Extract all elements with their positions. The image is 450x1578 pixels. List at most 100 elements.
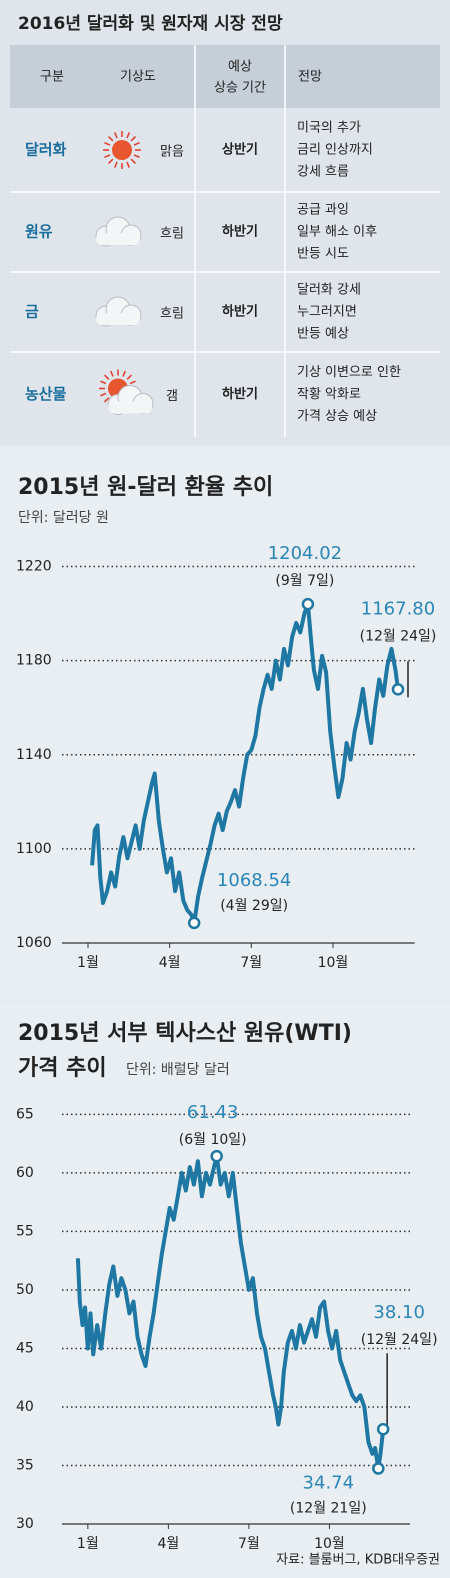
annotation-value: 38.10 (373, 1302, 425, 1323)
cloud (96, 313, 140, 325)
sun-ray (114, 132, 118, 139)
x-tick-label: 4월 (159, 955, 181, 971)
annotation-value: 1204.02 (268, 543, 342, 564)
outlook-line: 미국의 추가 (297, 121, 361, 136)
annotation-marker (301, 597, 315, 611)
chart-title: 2015년 서부 텍사스산 원유(WTI) (18, 1021, 352, 1046)
outlook-line: 강세 흐름 (297, 165, 349, 180)
x-tick-label: 7월 (238, 1536, 260, 1552)
sun-ray (100, 380, 107, 385)
x-tick-label: 10월 (314, 1536, 345, 1552)
annotation-value: 61.43 (187, 1102, 239, 1123)
outlook-line: 기상 이변으로 인한 (297, 365, 401, 380)
period: 하반기 (222, 386, 258, 402)
x-tick-label: 1월 (77, 1536, 99, 1552)
chart-title: 2015년 원-달러 환율 추이 (18, 475, 273, 500)
header-cell: 기상도 (120, 70, 156, 85)
y-tick-label: 55 (16, 1223, 34, 1239)
period: 상반기 (222, 142, 258, 158)
y-tick-label: 50 (16, 1282, 34, 1298)
sun-ray (129, 380, 136, 385)
cloud (108, 401, 152, 414)
chart-subtitle: 단위: 배럴당 달러 (126, 1062, 230, 1078)
chart2-panel (0, 1004, 450, 1578)
row-name: 금 (25, 303, 39, 321)
sun-ray (114, 161, 118, 168)
annotation-value: 34.74 (303, 1473, 355, 1494)
table-title: 2016년 달러화 및 원자재 시장 전망 (18, 13, 283, 34)
outlook-line: 반등 예상 (297, 327, 349, 342)
annotation-marker (210, 1149, 223, 1163)
sun-ray (104, 142, 111, 146)
line (75, 1154, 386, 1471)
sun-ray (126, 374, 132, 380)
annotation-date: (12월 21일) (290, 1501, 367, 1517)
header-cell: 전망 (298, 70, 322, 85)
chart-subtitle: 단위: 달러당 원 (18, 510, 109, 526)
y-tick-label: 1220 (16, 559, 52, 575)
x-tick-label: 7월 (240, 955, 262, 971)
weather-label: 갬 (166, 389, 178, 404)
y-tick-label: 65 (16, 1106, 34, 1122)
annotation-marker (187, 916, 201, 930)
y-tick-label: 60 (16, 1165, 34, 1181)
y-tick-label: 1100 (16, 841, 52, 857)
outlook-line: 가격 상승 예상 (297, 409, 377, 424)
weather-label: 흐림 (160, 227, 184, 242)
weather-label: 맑음 (160, 145, 184, 160)
sun-ray (133, 154, 140, 158)
y-tick-label: 45 (16, 1340, 34, 1356)
annotation-date: (9월 7일) (275, 573, 334, 589)
sun-ray (104, 374, 110, 380)
weather-label: 흐림 (160, 307, 184, 322)
table-header-bg (10, 45, 440, 108)
chart1-panel (0, 448, 450, 1000)
outlook-line: 일부 해소 이후 (297, 225, 377, 240)
outlook-line: 달러화 강세 (297, 283, 361, 298)
cloud (96, 233, 140, 245)
line (90, 602, 400, 925)
x-tick-label: 4월 (157, 1536, 179, 1552)
row-name: 농산물 (25, 385, 67, 403)
outlook-line: 반등 시도 (297, 247, 349, 262)
y-tick-label: 1140 (16, 747, 52, 763)
sun-ray (108, 158, 114, 164)
sun (112, 140, 132, 160)
sun-ray (100, 392, 107, 397)
sun-ray (104, 154, 111, 158)
chart-title: 가격 추이 (18, 1056, 107, 1081)
sun-ray (130, 158, 136, 164)
outlook-line: 작황 악화로 (297, 387, 361, 402)
annotation-date: (4월 29일) (220, 898, 288, 914)
sun-ray (130, 136, 136, 142)
annotation-marker (391, 683, 405, 696)
source: 자료: 블룸버그, KDB대우증권 (276, 1553, 440, 1568)
sun-ray (108, 136, 114, 142)
sun-ray (122, 370, 126, 377)
sun-ray (126, 161, 130, 168)
annotation-value: 1068.54 (217, 870, 291, 891)
row-name: 원유 (25, 223, 53, 241)
period: 하반기 (222, 304, 258, 320)
y-tick-label: 40 (16, 1399, 34, 1415)
y-tick-label: 30 (16, 1516, 34, 1532)
outlook-line: 공급 과잉 (297, 203, 349, 218)
header-cell: 상승 기간 (214, 81, 266, 96)
sun-ray (126, 132, 130, 139)
y-tick-label: 1180 (16, 653, 52, 669)
annotation-date: (12월 24일) (361, 1332, 438, 1348)
header-cell: 예상 (228, 60, 252, 75)
sun-ray (104, 397, 110, 403)
annotation-marker (372, 1462, 385, 1475)
period: 하반기 (222, 224, 258, 240)
header-cell: 구분 (40, 70, 64, 85)
y-tick-label: 1060 (16, 935, 52, 951)
sun-ray (133, 142, 140, 146)
annotation-value: 1167.80 (361, 598, 435, 619)
x-tick-label: 1월 (77, 955, 99, 971)
outlook-line: 금리 인상까지 (297, 143, 373, 158)
y-tick-label: 35 (16, 1457, 34, 1473)
x-tick-label: 10월 (318, 955, 349, 971)
annotation-date: (12월 24일) (360, 628, 437, 644)
